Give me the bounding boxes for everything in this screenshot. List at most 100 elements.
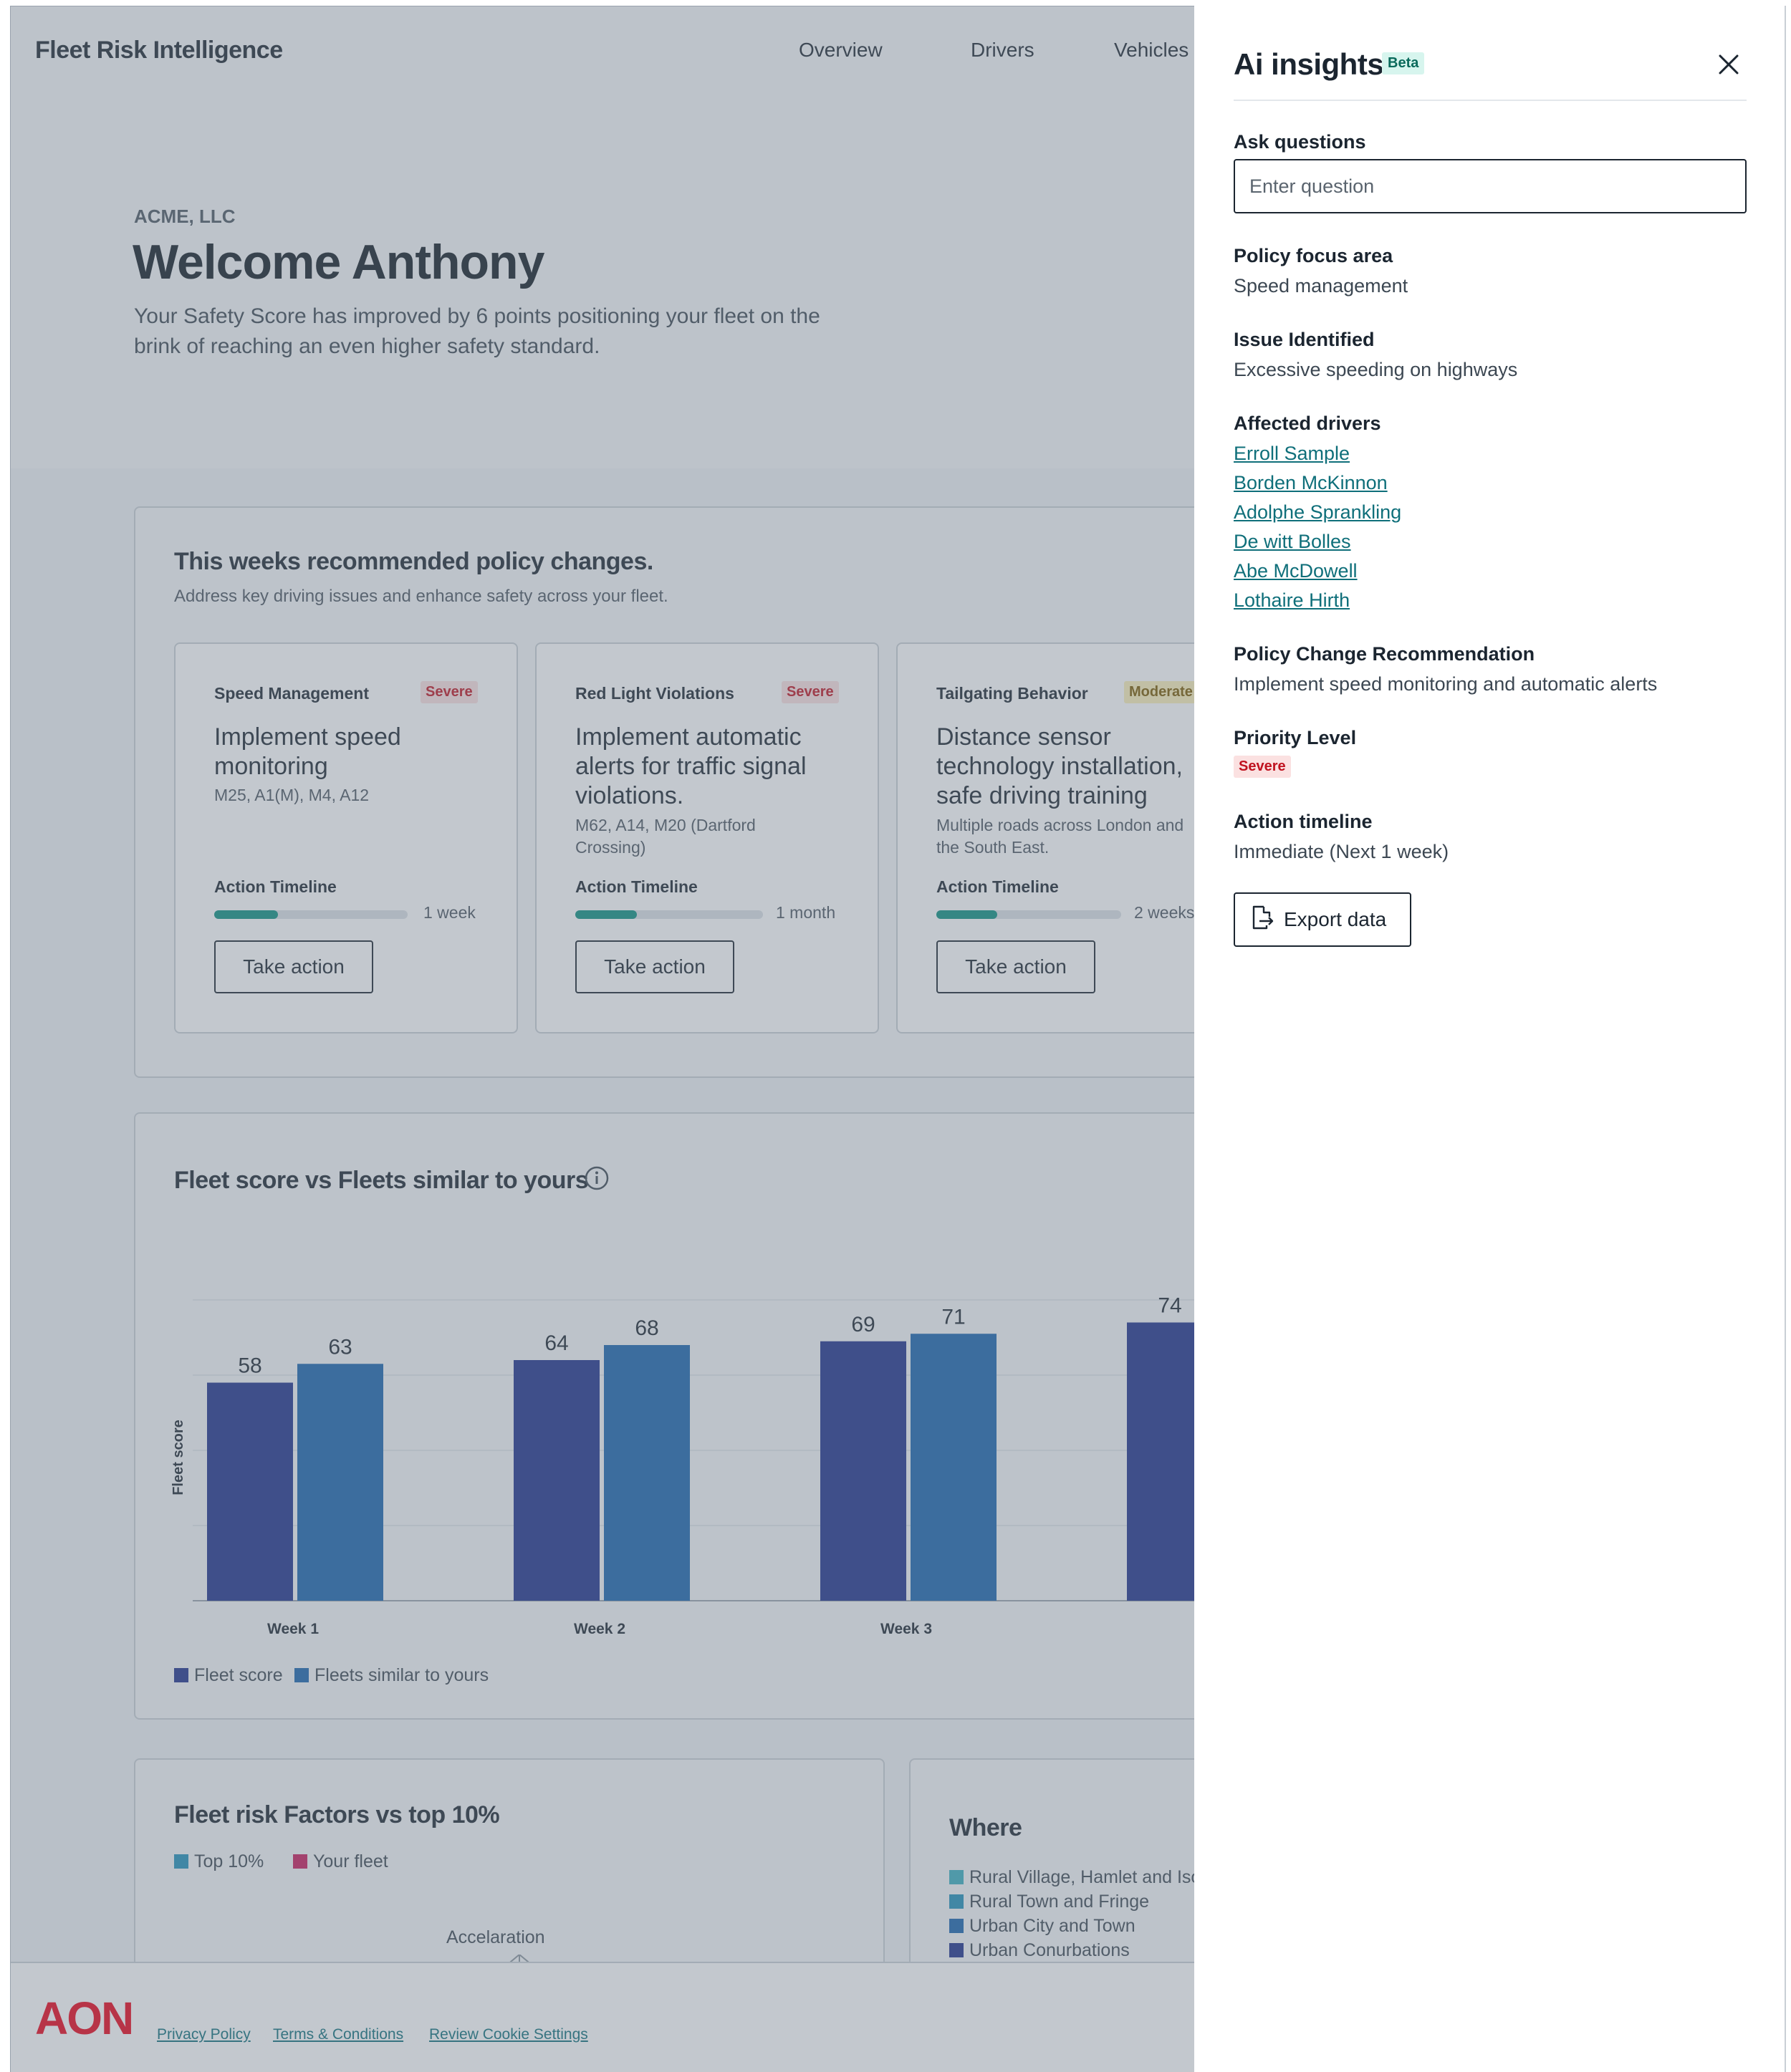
chart-x-tick: Week 3 [880, 1621, 932, 1637]
priority-label: Priority Level [1234, 727, 1357, 748]
legend-label: Urban City and Town [969, 1916, 1135, 1936]
recommendation-value: Implement speed monitoring and automatic… [1234, 673, 1658, 695]
company-name: ACME, LLC [134, 206, 236, 227]
timeline-progress-fill [936, 910, 998, 919]
focus-area-value: Speed management [1234, 275, 1408, 297]
export-data-button[interactable]: Export data [1234, 892, 1411, 947]
ai-insights-drawer: Ai insights Beta Ask questions Policy fo… [1194, 6, 1786, 2072]
close-icon [1718, 54, 1739, 79]
driver-link[interactable]: Adolphe Sprankling [1234, 501, 1402, 523]
chart-bar[interactable] [911, 1334, 997, 1601]
take-action-button[interactable]: Take action [575, 940, 734, 993]
fleet-score-chart: Fleet score 58 63 64 68 69 71 74 Week 1 Week 2 W… [171, 1294, 1199, 1637]
chart-data-label: 74 [1158, 1294, 1181, 1318]
card-timeline-value: 1 week [423, 903, 476, 922]
welcome-heading: Welcome Anthony [133, 235, 544, 289]
policy-panel-subtitle: Address key driving issues and enhance s… [174, 587, 668, 606]
legend-swatch [949, 1894, 964, 1909]
legend-top10: Top 10% [174, 1851, 264, 1872]
chart-bar[interactable] [297, 1364, 383, 1601]
card-roads: M25, A1(M), M4, A12 [214, 786, 370, 804]
action-timeline-label: Action timeline [1234, 811, 1373, 832]
where-legend-item: Urban Conurbations [949, 1940, 1130, 1961]
card-category: Tailgating Behavior [936, 684, 1088, 703]
terms-link[interactable]: Terms & Conditions [273, 2026, 404, 2043]
legend-swatch [293, 1854, 307, 1869]
privacy-policy-link[interactable]: Privacy Policy [157, 2026, 251, 2043]
policy-card-red-light: Red Light Violations Severe Implement au… [535, 642, 879, 1033]
card-category: Red Light Violations [575, 684, 734, 703]
nav-overview[interactable]: Overview [799, 39, 883, 61]
fleet-score-panel: Fleet score vs Fleets similar to yours F… [134, 1112, 1199, 1720]
legend-swatch [949, 1919, 964, 1933]
legend-label: Fleets similar to yours [314, 1665, 489, 1685]
severity-badge: Moderate [1124, 681, 1198, 703]
action-timeline-value: Immediate (Next 1 week) [1234, 841, 1449, 862]
card-roads: Multiple roads across London and the Sou… [936, 816, 1184, 857]
legend-label: Rural Village, Hamlet and Iso [969, 1867, 1199, 1887]
aon-logo[interactable]: AON [35, 1993, 134, 2044]
legend-label: Rural Town and Fringe [969, 1892, 1150, 1912]
legend-label: Urban Conurbations [969, 1940, 1130, 1960]
chart-data-label: 69 [851, 1313, 875, 1336]
issue-label: Issue Identified [1234, 329, 1375, 350]
legend-swatch [949, 1870, 964, 1884]
card-timeline-value: 2 weeks [1134, 903, 1195, 922]
page-footer: AON Privacy Policy Terms & Conditions Re… [11, 1962, 1199, 2072]
severity-badge: Severe [421, 681, 478, 703]
where-legend-item: Rural Village, Hamlet and Iso [949, 1867, 1199, 1888]
policy-panel-title: This weeks recommended policy changes. [174, 548, 653, 575]
timeline-progress [575, 910, 763, 919]
driver-link[interactable]: Abe McDowell [1234, 560, 1358, 582]
recommendation-label: Policy Change Recommendation [1234, 643, 1535, 665]
chart-bar[interactable] [820, 1341, 906, 1601]
welcome-subtitle: Your Safety Score has improved by 6 poin… [134, 304, 820, 358]
where-legend-item: Urban City and Town [949, 1916, 1135, 1937]
card-title: Implement automatic alerts for traffic s… [575, 723, 807, 809]
question-input[interactable] [1234, 159, 1747, 213]
affected-drivers-label: Affected drivers [1234, 413, 1381, 434]
timeline-progress [936, 910, 1121, 919]
legend-swatch [294, 1668, 309, 1682]
take-action-button[interactable]: Take action [936, 940, 1095, 993]
close-drawer-button[interactable] [1711, 49, 1746, 83]
beta-badge: Beta [1382, 52, 1425, 74]
chart-x-tick: Week 1 [267, 1621, 319, 1637]
card-timeline-label: Action Timeline [936, 877, 1059, 896]
legend-similar-fleets: Fleets similar to yours [294, 1665, 489, 1686]
priority-badge: Severe [1234, 756, 1291, 778]
nav-drivers[interactable]: Drivers [971, 39, 1034, 61]
legend-swatch [174, 1668, 188, 1682]
card-timeline-label: Action Timeline [575, 877, 698, 896]
take-action-button[interactable]: Take action [214, 940, 373, 993]
driver-link[interactable]: Lothaire Hirth [1234, 589, 1350, 611]
where-title: Where [949, 1814, 1022, 1841]
chart-bar[interactable] [207, 1382, 293, 1601]
app-brand[interactable]: Fleet Risk Intelligence [35, 37, 283, 64]
timeline-progress-fill [214, 910, 279, 919]
driver-link[interactable]: De witt Bolles [1234, 531, 1351, 552]
chart-bar[interactable] [1127, 1322, 1199, 1601]
drawer-title: Ai insights [1234, 47, 1384, 81]
severity-badge: Severe [782, 681, 839, 703]
chart-data-label: 64 [544, 1331, 568, 1355]
card-timeline-value: 1 month [776, 903, 836, 922]
cookie-settings-link[interactable]: Review Cookie Settings [429, 2026, 588, 2043]
driver-link[interactable]: Borden McKinnon [1234, 472, 1388, 493]
policy-card-tailgating: Tailgating Behavior Moderate Distance se… [896, 642, 1199, 1033]
page-header: Fleet Risk Intelligence Overview Drivers… [11, 6, 1199, 468]
risk-title: Fleet risk Factors vs top 10% [174, 1801, 500, 1828]
chart-ylabel: Fleet score [171, 1420, 186, 1495]
main-page: Fleet Risk Intelligence Overview Drivers… [10, 6, 1199, 2072]
chart-bar[interactable] [604, 1345, 690, 1601]
chart-bar[interactable] [514, 1360, 600, 1601]
card-category: Speed Management [214, 684, 369, 703]
focus-area-label: Policy focus area [1234, 245, 1393, 266]
ask-questions-label: Ask questions [1234, 131, 1366, 153]
legend-swatch [174, 1854, 188, 1869]
legend-label: Your fleet [313, 1851, 388, 1871]
driver-link[interactable]: Erroll Sample [1234, 443, 1350, 464]
info-icon[interactable] [584, 1165, 610, 1191]
legend-your-fleet: Your fleet [293, 1851, 388, 1872]
nav-vehicles[interactable]: Vehicles [1114, 39, 1189, 61]
